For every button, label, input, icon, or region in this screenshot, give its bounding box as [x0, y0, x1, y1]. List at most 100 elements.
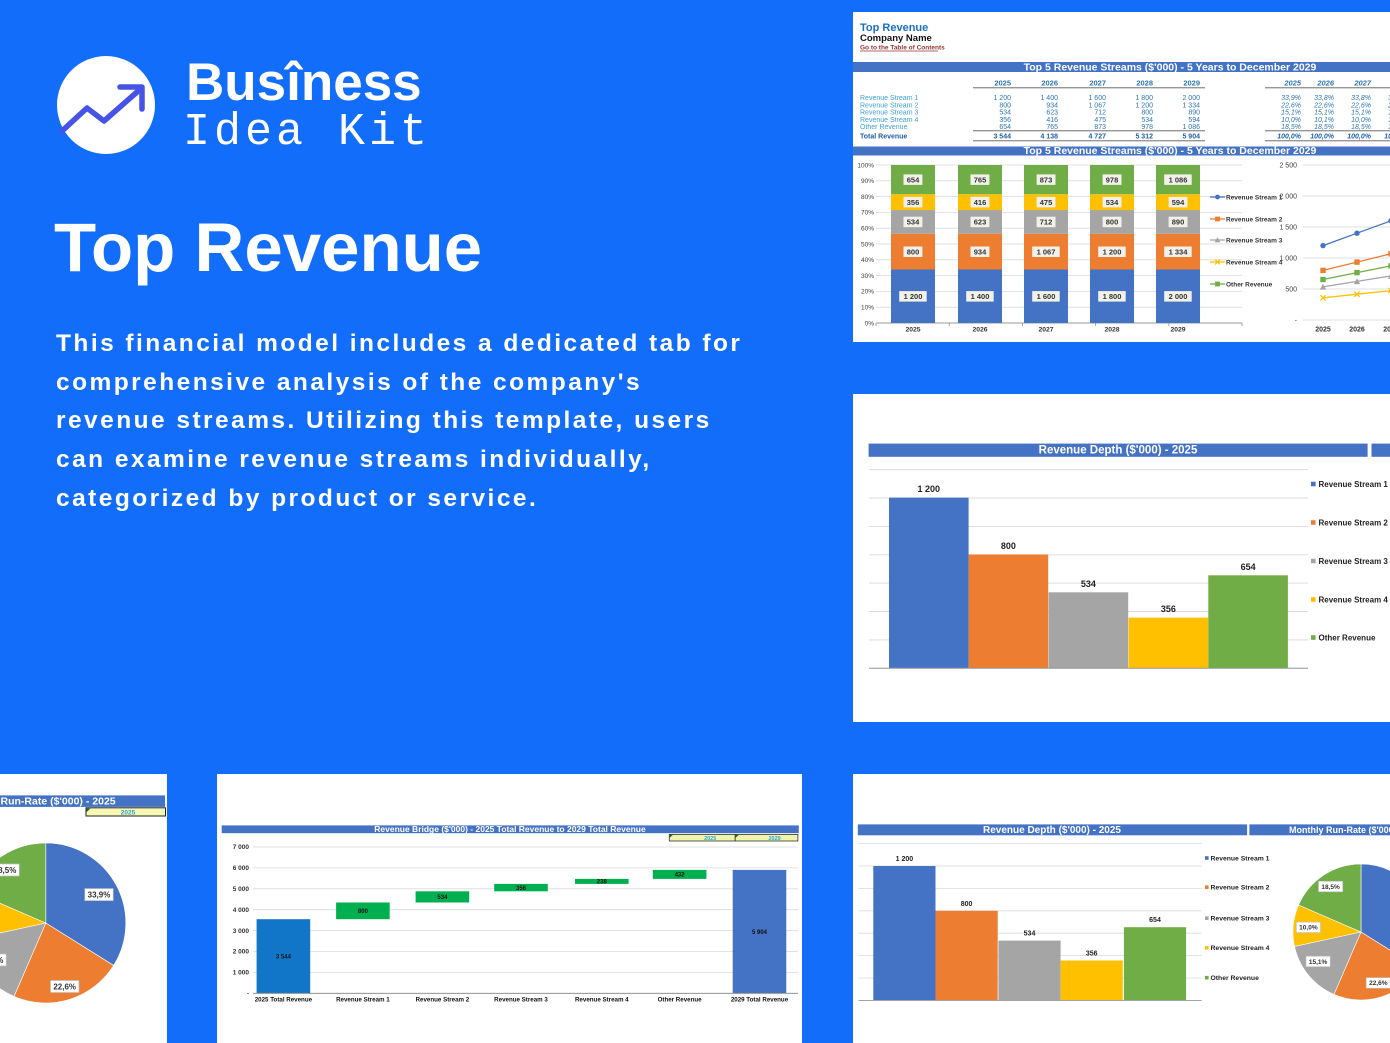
svg-text:1 334: 1 334 — [1182, 102, 1200, 109]
svg-text:2027: 2027 — [1089, 79, 1106, 88]
svg-text:18,5%: 18,5% — [1321, 884, 1340, 891]
svg-text:Revenue Stream 4: Revenue Stream 4 — [860, 117, 918, 124]
svg-text:Revenue Stream 1: Revenue Stream 1 — [1319, 480, 1389, 489]
svg-text:15,1%: 15,1% — [1314, 110, 1334, 117]
svg-text:5 000: 5 000 — [233, 886, 250, 893]
svg-text:800: 800 — [961, 901, 973, 908]
svg-text:2 000: 2 000 — [1169, 292, 1188, 301]
svg-text:800: 800 — [907, 247, 920, 256]
svg-text:800: 800 — [358, 909, 369, 915]
svg-text:2027: 2027 — [1353, 79, 1372, 88]
svg-text:4 138: 4 138 — [1040, 134, 1058, 141]
svg-text:534: 534 — [999, 110, 1011, 117]
svg-text:Other Revenue: Other Revenue — [658, 997, 703, 1004]
svg-text:15,1%: 15,1% — [1351, 110, 1371, 117]
svg-text:1 800: 1 800 — [1103, 292, 1122, 301]
svg-text:100%: 100% — [857, 162, 874, 169]
svg-text:2026: 2026 — [1316, 79, 1335, 88]
svg-text:100,0%: 100,0% — [1384, 134, 1390, 141]
svg-text:5 904: 5 904 — [752, 930, 768, 936]
svg-text:1 086: 1 086 — [1169, 175, 1188, 184]
svg-text:6 000: 6 000 — [233, 865, 250, 872]
svg-text:22,6%: 22,6% — [1280, 102, 1301, 109]
svg-text:2029: 2029 — [768, 836, 780, 842]
svg-text:15,1%: 15,1% — [1281, 110, 1301, 117]
svg-text:18,5%: 18,5% — [1281, 124, 1301, 131]
svg-text:1 067: 1 067 — [1037, 247, 1056, 256]
svg-text:10,1%: 10,1% — [1388, 117, 1390, 124]
svg-text:500: 500 — [1285, 287, 1297, 294]
svg-text:Revenue Stream 3: Revenue Stream 3 — [494, 997, 548, 1004]
svg-text:15,1%: 15,1% — [1309, 959, 1328, 966]
svg-text:5 904: 5 904 — [1182, 134, 1200, 141]
svg-text:2029: 2029 — [1183, 79, 1200, 88]
svg-text:10,0%: 10,0% — [1351, 117, 1371, 124]
svg-text:1 000: 1 000 — [1279, 256, 1297, 263]
svg-text:0%: 0% — [865, 320, 875, 327]
svg-text:22,6%: 22,6% — [1350, 102, 1371, 109]
svg-text:654: 654 — [907, 175, 920, 184]
svg-text:-: - — [247, 991, 249, 998]
svg-text:1 334: 1 334 — [1169, 247, 1189, 256]
svg-text:33,8%: 33,8% — [1388, 95, 1390, 102]
svg-text:654: 654 — [999, 124, 1011, 131]
svg-text:800: 800 — [999, 102, 1011, 109]
svg-text:873: 873 — [1094, 124, 1106, 131]
svg-text:654: 654 — [1241, 562, 1256, 572]
svg-text:356: 356 — [516, 886, 527, 892]
svg-text:3 000: 3 000 — [233, 928, 250, 935]
svg-text:10,0%: 10,0% — [1281, 117, 1301, 124]
svg-text:50%: 50% — [861, 241, 874, 248]
svg-text:Revenue Stream 2: Revenue Stream 2 — [860, 102, 918, 109]
svg-text:Revenue Stream 1: Revenue Stream 1 — [1226, 195, 1283, 202]
svg-text:-: - — [1295, 318, 1298, 325]
svg-text:10,1%: 10,1% — [1314, 117, 1334, 124]
svg-text:2025: 2025 — [1315, 327, 1331, 334]
svg-text:Revenue Stream 4: Revenue Stream 4 — [1211, 945, 1270, 952]
svg-text:2029 Total Revenue: 2029 Total Revenue — [731, 997, 789, 1004]
svg-text:22,6%: 22,6% — [1313, 102, 1334, 109]
svg-text:90%: 90% — [861, 178, 874, 185]
svg-text:873: 873 — [1040, 175, 1053, 184]
svg-text:978: 978 — [1106, 175, 1119, 184]
svg-text:623: 623 — [1046, 110, 1058, 117]
svg-text:534: 534 — [907, 218, 920, 227]
svg-text:4 000: 4 000 — [233, 907, 250, 914]
svg-text:Revenue Stream 2: Revenue Stream 2 — [1226, 217, 1283, 224]
svg-text:534: 534 — [1106, 198, 1119, 207]
svg-text:Total Revenue: Total Revenue — [860, 134, 907, 141]
svg-text:2027: 2027 — [1038, 327, 1053, 334]
svg-text:Company Name: Company Name — [860, 33, 932, 44]
svg-text:765: 765 — [974, 175, 987, 184]
svg-text:712: 712 — [1094, 110, 1106, 117]
svg-text:Revenue Stream 1: Revenue Stream 1 — [1211, 855, 1270, 862]
svg-text:1 200: 1 200 — [1135, 102, 1153, 109]
svg-text:22,6%: 22,6% — [53, 982, 76, 991]
svg-text:432: 432 — [675, 873, 686, 879]
svg-text:654: 654 — [1149, 917, 1161, 924]
svg-text:15,1%: 15,1% — [0, 956, 3, 965]
svg-text:1 200: 1 200 — [918, 484, 941, 494]
svg-text:Revenue Stream 4: Revenue Stream 4 — [575, 997, 629, 1004]
svg-text:356: 356 — [1086, 951, 1098, 958]
svg-text:100,0%: 100,0% — [1347, 134, 1372, 141]
svg-text:18,5%: 18,5% — [0, 866, 16, 875]
svg-text:1 600: 1 600 — [1088, 95, 1106, 102]
svg-text:Go to the Table of Contents: Go to the Table of Contents — [860, 45, 945, 52]
svg-text:2026: 2026 — [1349, 327, 1365, 334]
svg-text:800: 800 — [1141, 110, 1153, 117]
svg-text:534: 534 — [437, 895, 448, 901]
svg-text:1 200: 1 200 — [904, 292, 923, 301]
svg-text:70%: 70% — [861, 210, 874, 217]
svg-text:Revenue Stream 3: Revenue Stream 3 — [860, 110, 918, 117]
svg-text:Other Revenue: Other Revenue — [860, 124, 908, 131]
svg-text:1 086: 1 086 — [1182, 124, 1200, 131]
svg-text:2028: 2028 — [1104, 327, 1119, 334]
svg-text:Revenue Stream 1: Revenue Stream 1 — [860, 95, 918, 102]
svg-text:Other Revenue: Other Revenue — [1211, 975, 1260, 982]
svg-text:Revenue Depth ($'000) - 2025: Revenue Depth ($'000) - 2025 — [983, 825, 1121, 836]
svg-text:Other Revenue: Other Revenue — [1226, 282, 1273, 289]
svg-text:2025: 2025 — [121, 810, 136, 817]
svg-text:33,9%: 33,9% — [1281, 95, 1301, 102]
svg-text:534: 534 — [1081, 579, 1096, 589]
